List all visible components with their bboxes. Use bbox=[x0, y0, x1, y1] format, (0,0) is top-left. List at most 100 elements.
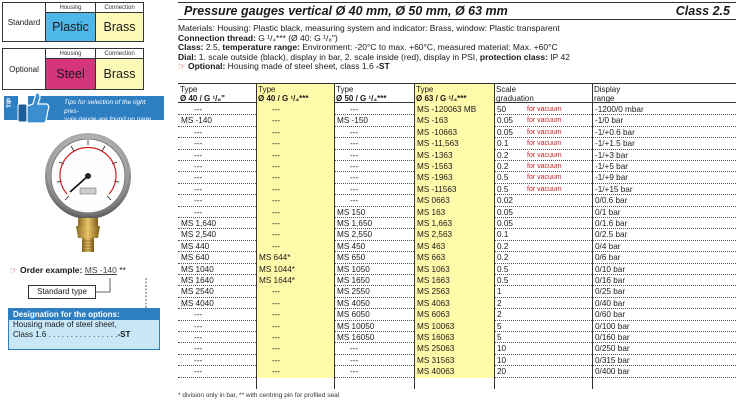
table-row: --- --- --- MS -1963 0.5 for vacuum -1/+9 bar bbox=[178, 172, 736, 184]
table-cell: --- bbox=[256, 366, 334, 378]
standard-type-box: Standard type bbox=[28, 285, 96, 299]
table-cell: --- bbox=[256, 195, 334, 207]
table-cell: --- bbox=[350, 173, 359, 183]
table-cell: MS 1663 bbox=[414, 275, 494, 287]
table-row: MS 2540 --- MS 2550 MS 2563 1 0/25 bar bbox=[178, 286, 736, 298]
optional-label: Optional bbox=[2, 48, 46, 90]
optional-selector: Optional Housing Steel Connection Brass bbox=[2, 48, 144, 90]
table-cell: --- bbox=[194, 162, 203, 171]
connection-value: Brass bbox=[96, 13, 143, 41]
table-cell: 10 bbox=[497, 344, 507, 354]
table-cell: MS 1063 bbox=[414, 263, 494, 275]
table-row: --- --- --- MS 25063 10 0/250 bar bbox=[178, 343, 736, 355]
table-cell: MS 1650 bbox=[337, 276, 370, 285]
tip-tag: TIP bbox=[4, 96, 18, 120]
table-cell: 0/1 bar bbox=[595, 207, 621, 217]
table-cell: --- bbox=[256, 286, 334, 298]
table-cell: MS 40063 bbox=[414, 366, 494, 378]
table-cell: --- bbox=[256, 172, 334, 184]
table-cell: --- bbox=[256, 354, 334, 367]
table-cell: 0/60 bar bbox=[595, 310, 626, 320]
table-cell: --- bbox=[194, 105, 203, 114]
table-row: MS 1640 MS 1644* MS 1650 MS 1663 0.5 0/16 bar bbox=[178, 275, 736, 287]
table-cell: --- bbox=[256, 229, 334, 241]
table-cell bbox=[524, 252, 592, 263]
table-row: MS 1040 MS 1044* MS 1050 MS 1063 0.5 0/10 bar bbox=[178, 263, 736, 275]
table-row: --- --- --- MS -1363 0.2 for vacuum -1/+3 bar bbox=[178, 149, 736, 161]
table-header-cell: Type Ø 40 / G ¹/₄*** bbox=[256, 84, 334, 104]
table-cell bbox=[524, 321, 592, 332]
table-cell: 0.2 bbox=[497, 253, 509, 263]
desc-dial: Dial: 1. scale outside (black), display … bbox=[178, 51, 570, 62]
table-row: --- --- MS 150 MS 163 0.05 0/1 bar bbox=[178, 206, 736, 218]
table-cell: --- bbox=[194, 184, 203, 194]
table-cell: --- bbox=[350, 150, 359, 160]
table-cell: MS 450 bbox=[337, 241, 366, 251]
table-cell: --- bbox=[256, 104, 334, 116]
table-cell: 5 bbox=[497, 333, 502, 342]
table-cell: MS 2550 bbox=[337, 287, 370, 297]
table-cell: 0.05 bbox=[497, 207, 513, 217]
table-cell: MS 1,640 bbox=[181, 219, 217, 228]
table-cell: 0/4 bar bbox=[595, 241, 621, 251]
designation-line-1: Housing made of steel sheet, bbox=[13, 320, 117, 329]
table-cell: 20 bbox=[497, 367, 507, 377]
table-cell: MS -1563 bbox=[414, 161, 494, 173]
table-divider bbox=[334, 83, 335, 389]
table-cell: 0.5 bbox=[497, 264, 509, 274]
table-cell: MS 1644* bbox=[256, 275, 334, 287]
table-cell bbox=[524, 264, 592, 275]
table-cell bbox=[524, 229, 592, 240]
table-cell: --- bbox=[194, 207, 203, 217]
table-cell: MS 1050 bbox=[337, 264, 370, 274]
table-cell: 0.02 bbox=[497, 196, 513, 206]
tip-box: TIP Tips for selection of the right pres… bbox=[2, 90, 164, 132]
table-cell: --- bbox=[194, 344, 203, 354]
standard-selector: Standard Housing Plastic Connection Bras… bbox=[2, 2, 144, 42]
table-cell: 0/2.5 bar bbox=[595, 230, 628, 240]
order-leader-lines bbox=[96, 278, 147, 312]
table-cell: MS 650 bbox=[337, 253, 366, 263]
table-cell: --- bbox=[350, 139, 359, 149]
table-cell: MS 1,663 bbox=[414, 218, 494, 230]
table-divider bbox=[592, 83, 593, 389]
table-row: --- --- --- MS -11,563 0.1 for vacuum -1/+1.5 … bbox=[178, 138, 736, 150]
table-cell: 0/6 bar bbox=[595, 253, 621, 263]
table-cell: --- bbox=[256, 183, 334, 196]
table-cell: MS -163 bbox=[414, 115, 494, 127]
table-cell: 2 bbox=[497, 298, 502, 308]
table-cell: MS -11,563 bbox=[414, 138, 494, 150]
table-cell: --- bbox=[194, 310, 203, 320]
table-cell bbox=[524, 366, 592, 377]
table-cell bbox=[524, 355, 592, 366]
table-divider bbox=[414, 83, 415, 389]
standard-connection: Connection Brass bbox=[96, 2, 144, 42]
table-cell: 0.05 bbox=[497, 116, 513, 126]
table-row: --- --- --- MS -1563 0.2 for vacuum -1/+5 bar bbox=[178, 161, 736, 173]
table-cell: MS 640 bbox=[181, 253, 210, 263]
table-cell: MS 2540 bbox=[181, 287, 214, 297]
table-header-cell: Scale graduation bbox=[496, 85, 534, 103]
table-cell: for vacuum bbox=[527, 117, 562, 125]
table-cell: --- bbox=[194, 367, 203, 377]
connection-header: Connection bbox=[96, 49, 143, 59]
table-cell: -1/0 bar bbox=[595, 116, 624, 126]
table-cell: 0/250 bar bbox=[595, 344, 630, 354]
table-cell bbox=[524, 332, 592, 343]
table-cell: 0.1 bbox=[497, 139, 509, 149]
table-cell: -1200/0 mbar bbox=[595, 105, 644, 114]
table-cell: --- bbox=[256, 309, 334, 321]
table-cell bbox=[524, 286, 592, 297]
housing-header: Housing bbox=[46, 49, 95, 59]
table-row: --- --- MS 10050 MS 10063 5 0/100 bar bbox=[178, 320, 736, 332]
standard-label: Standard bbox=[2, 2, 46, 42]
table-cell: 0/1.6 bar bbox=[595, 219, 628, 228]
housing-header: Housing bbox=[46, 3, 95, 13]
table-cell: 0.05 bbox=[497, 127, 513, 137]
table-cell: MS 663 bbox=[414, 252, 494, 264]
table-cell: 0/0.6 bar bbox=[595, 196, 628, 206]
table-cell bbox=[524, 275, 592, 286]
designation-line-2: Class 1.6 . . . . . . . . . . . . . . . … bbox=[13, 330, 131, 339]
table-cell: --- bbox=[350, 344, 359, 354]
connection-header: Connection bbox=[96, 3, 143, 13]
